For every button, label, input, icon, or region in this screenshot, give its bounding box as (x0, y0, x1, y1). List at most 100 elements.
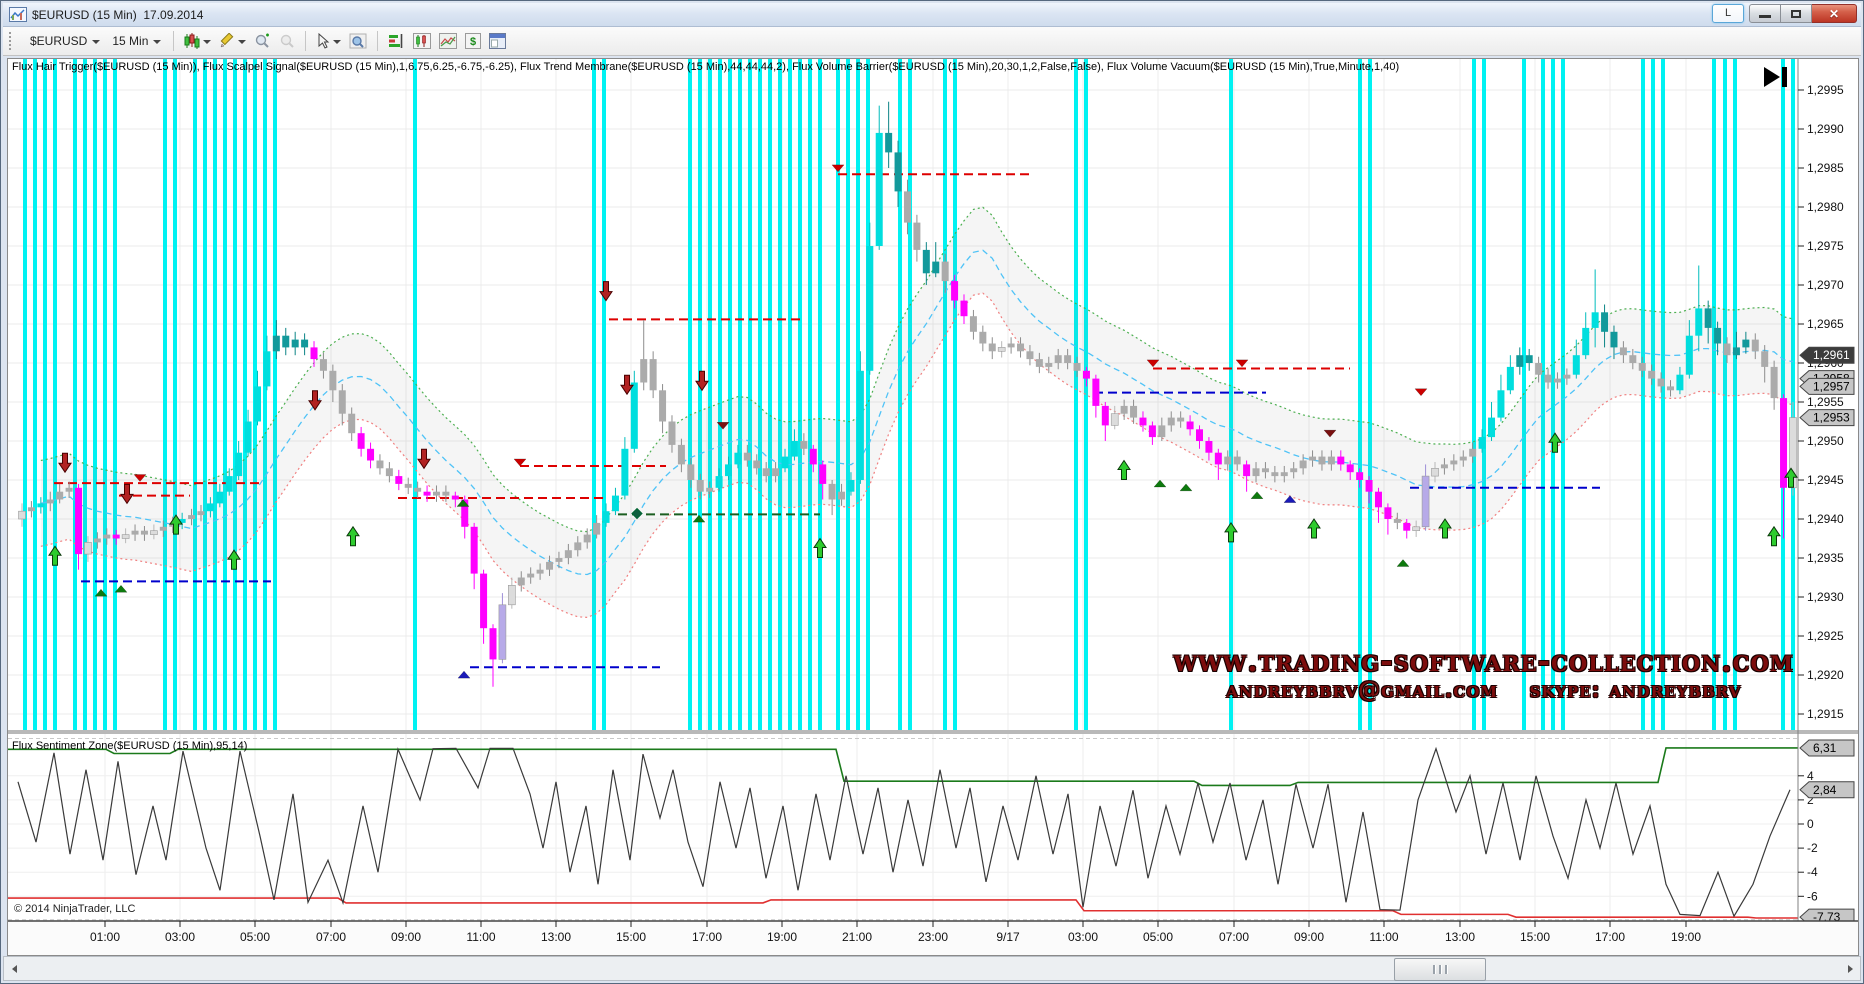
app-chart-icon (9, 7, 27, 22)
cursor-button[interactable] (312, 31, 345, 51)
candle-body (1488, 417, 1496, 438)
candle-body (46, 499, 54, 504)
candle-body (385, 468, 393, 477)
price-tag (1799, 409, 1855, 427)
candle-body (1667, 386, 1674, 391)
axis-tick-label: 1,2945 (1807, 473, 1844, 487)
drawing-tools-button[interactable] (215, 31, 250, 51)
axis-tick-label: -2 (1807, 841, 1818, 855)
minimize-icon (1759, 15, 1771, 18)
mini-chart-button[interactable] (435, 31, 461, 51)
candle-body (1751, 339, 1759, 352)
interval-label: 15 Min (112, 34, 149, 48)
market-analyzer-button[interactable] (384, 31, 409, 51)
candle-body (546, 561, 554, 570)
time-tick-label: 15:00 (1520, 930, 1550, 944)
candle-body (1469, 448, 1477, 457)
membrane-fill (40, 207, 1793, 618)
candle-body (1177, 417, 1185, 422)
arrow-left-icon (11, 964, 17, 973)
candle-body (150, 530, 158, 535)
candle-body (1158, 425, 1166, 438)
candle-body (536, 569, 544, 574)
scroll-right-button[interactable] (1840, 957, 1860, 980)
candle-body (112, 534, 120, 539)
candle-body (1582, 327, 1590, 356)
sell-arrow-icon (308, 390, 322, 411)
cursor-icon (318, 33, 330, 49)
candle-body (1431, 467, 1439, 477)
scrollbar-thumb[interactable] (1394, 958, 1486, 981)
candle-body (574, 542, 582, 551)
toolbar-grip[interactable] (9, 32, 16, 50)
candle-body (1280, 472, 1288, 477)
candle-body (1007, 343, 1015, 348)
candle-body (593, 522, 601, 535)
down-triangle-icon (1146, 359, 1160, 368)
candle-body (65, 487, 73, 492)
chart-canvas[interactable]: 1,2995 1,2990 1,2985 1,2980 1,2975 1,2970 1,29… (8, 59, 1858, 955)
dollar-icon: $ (465, 33, 482, 49)
minimize-button[interactable] (1749, 4, 1781, 23)
time-tick-label: 09:00 (1294, 930, 1324, 944)
candle-body (1318, 456, 1326, 465)
candle-body (979, 331, 987, 344)
candlestick-icon (184, 33, 200, 49)
close-button[interactable]: ✕ (1812, 4, 1857, 23)
candle-body (1196, 429, 1203, 441)
candle-body (1657, 378, 1665, 387)
axis-tick-label: 1,2925 (1807, 629, 1844, 643)
candle-body (1497, 390, 1505, 418)
axis-tick-label: 1,2915 (1807, 707, 1844, 721)
maximize-button[interactable] (1781, 4, 1812, 23)
data-box-button[interactable] (345, 31, 371, 51)
time-tick-label: 09:00 (391, 930, 421, 944)
zoom-out-icon (281, 34, 295, 48)
candle-body (677, 444, 685, 465)
chart-style-button[interactable] (180, 31, 215, 51)
sell-arrow-icon (120, 483, 134, 505)
candle-body (395, 476, 403, 484)
candle-body (37, 503, 45, 508)
candle-body (630, 382, 638, 449)
candle-body (1770, 366, 1778, 399)
titlebar[interactable]: $EURUSD (15 Min) 17.09.2014 L ✕ (3, 3, 1861, 27)
candle-body (1101, 405, 1109, 426)
buy-arrow-icon (346, 525, 360, 547)
candle-body (621, 448, 629, 496)
pane-divider (8, 730, 1858, 734)
candle-body (357, 433, 365, 449)
account-data-button[interactable]: $ (461, 31, 485, 51)
candle-body (1723, 343, 1731, 356)
scroll-left-button[interactable] (4, 957, 24, 980)
interval-selector[interactable]: 15 Min (106, 31, 167, 51)
axis-tick-label: 1,2985 (1807, 161, 1844, 175)
axis-tick-label: 1,2980 (1807, 200, 1844, 214)
zoom-in-button[interactable] (250, 31, 275, 51)
candle-body (348, 413, 356, 434)
candle-body (1233, 456, 1241, 465)
candle-body (56, 491, 64, 500)
link-button[interactable]: L (1712, 4, 1744, 23)
candle-body (254, 386, 261, 422)
candle-body (668, 421, 676, 445)
candle-body (1243, 464, 1251, 477)
candle-body (27, 507, 35, 512)
chart-trader-button[interactable] (409, 31, 435, 51)
candle-body (715, 476, 723, 488)
candle-body (1346, 464, 1354, 473)
properties-button[interactable] (485, 31, 510, 51)
candle-body (1704, 308, 1712, 328)
dark-down-triangle-icon (716, 422, 730, 430)
axis-tick-label: 4 (1807, 769, 1814, 783)
copyright-label: © 2014 NinjaTrader, LLC (14, 903, 136, 915)
candle-body (875, 132, 883, 246)
instrument-selector[interactable]: $EURUSD (24, 31, 106, 51)
zoom-out-button[interactable] (275, 31, 299, 51)
horizontal-scrollbar[interactable] (3, 956, 1861, 981)
candle-body (1685, 335, 1693, 375)
axis-tick-label: 1,2995 (1807, 83, 1844, 97)
candle-body (1384, 507, 1392, 519)
candle-body (1139, 417, 1147, 426)
watermark-line2: andreybbrv@gmail.com skype: andreybbrv (1226, 677, 1742, 703)
